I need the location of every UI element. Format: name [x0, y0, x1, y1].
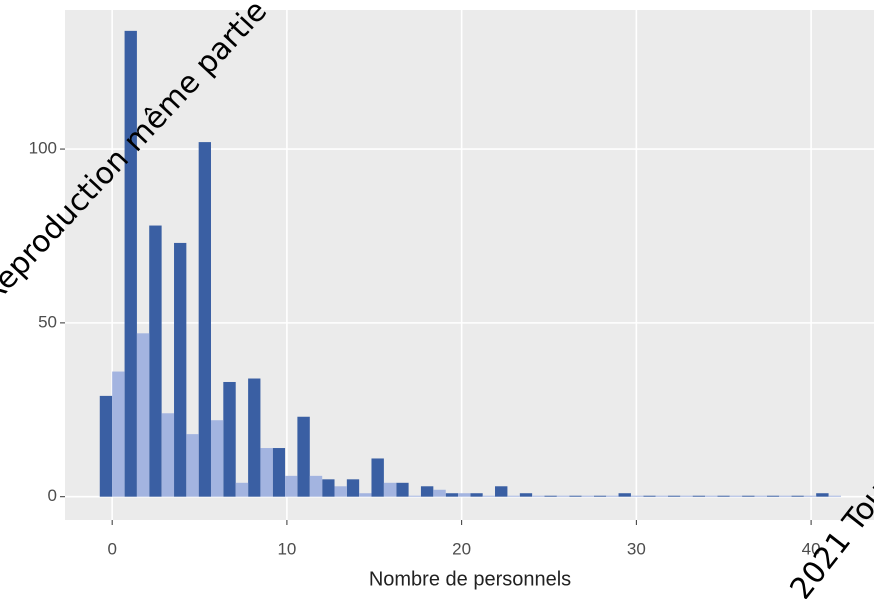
bar [174, 242, 187, 497]
bar [655, 495, 668, 497]
bar [618, 493, 631, 497]
bar [705, 495, 718, 497]
bar [532, 495, 545, 497]
bar [816, 493, 829, 497]
bar [112, 371, 125, 497]
bar [519, 493, 533, 497]
bar [124, 30, 137, 497]
bar [507, 495, 520, 497]
bar [346, 479, 360, 497]
bar [445, 493, 459, 497]
bar [643, 495, 656, 497]
x-tick-label: 10 [277, 539, 296, 558]
bar [309, 475, 323, 497]
x-tick-label: 40 [802, 539, 821, 558]
bar [433, 489, 446, 497]
bar [754, 495, 767, 497]
bar [593, 495, 607, 497]
bar [99, 395, 113, 497]
bar [717, 495, 730, 497]
bar [161, 413, 175, 497]
bar [470, 493, 483, 497]
bar [285, 475, 298, 497]
bar [742, 495, 755, 497]
bar [458, 493, 471, 497]
bar [556, 495, 570, 497]
bar [495, 486, 508, 497]
bar [383, 482, 397, 497]
bar [210, 420, 224, 497]
bar [828, 495, 841, 497]
bar [186, 434, 199, 497]
x-tick-label: 20 [452, 539, 471, 558]
bar [791, 495, 804, 497]
y-tick-label: 0 [48, 486, 57, 505]
bar [334, 486, 347, 497]
bar [371, 458, 384, 497]
bar [803, 495, 817, 497]
bar [779, 495, 792, 497]
bar [667, 495, 681, 497]
bar [260, 448, 273, 497]
bar [322, 479, 335, 497]
bar [630, 495, 644, 497]
bar [606, 495, 619, 497]
bar [544, 495, 557, 497]
bar [482, 495, 496, 497]
bar [766, 495, 780, 497]
bar [297, 416, 310, 497]
bar [396, 482, 409, 497]
bar [569, 495, 582, 497]
bar [136, 333, 150, 497]
bar [149, 225, 162, 497]
bar [223, 381, 236, 497]
x-axis-label: Nombre de personnels [369, 568, 571, 590]
x-tick-label: 0 [107, 539, 116, 558]
bar [729, 495, 743, 497]
y-tick-label: 100 [29, 139, 57, 158]
bar [198, 142, 211, 497]
bar [272, 448, 286, 497]
bar [680, 495, 693, 497]
bar [408, 495, 421, 497]
bar [248, 378, 261, 497]
bar [692, 495, 706, 497]
y-tick-label: 50 [38, 312, 57, 331]
bar [581, 495, 594, 497]
bar [420, 486, 434, 497]
bar [359, 493, 372, 497]
x-tick-label: 30 [627, 539, 646, 558]
bar [235, 482, 249, 497]
